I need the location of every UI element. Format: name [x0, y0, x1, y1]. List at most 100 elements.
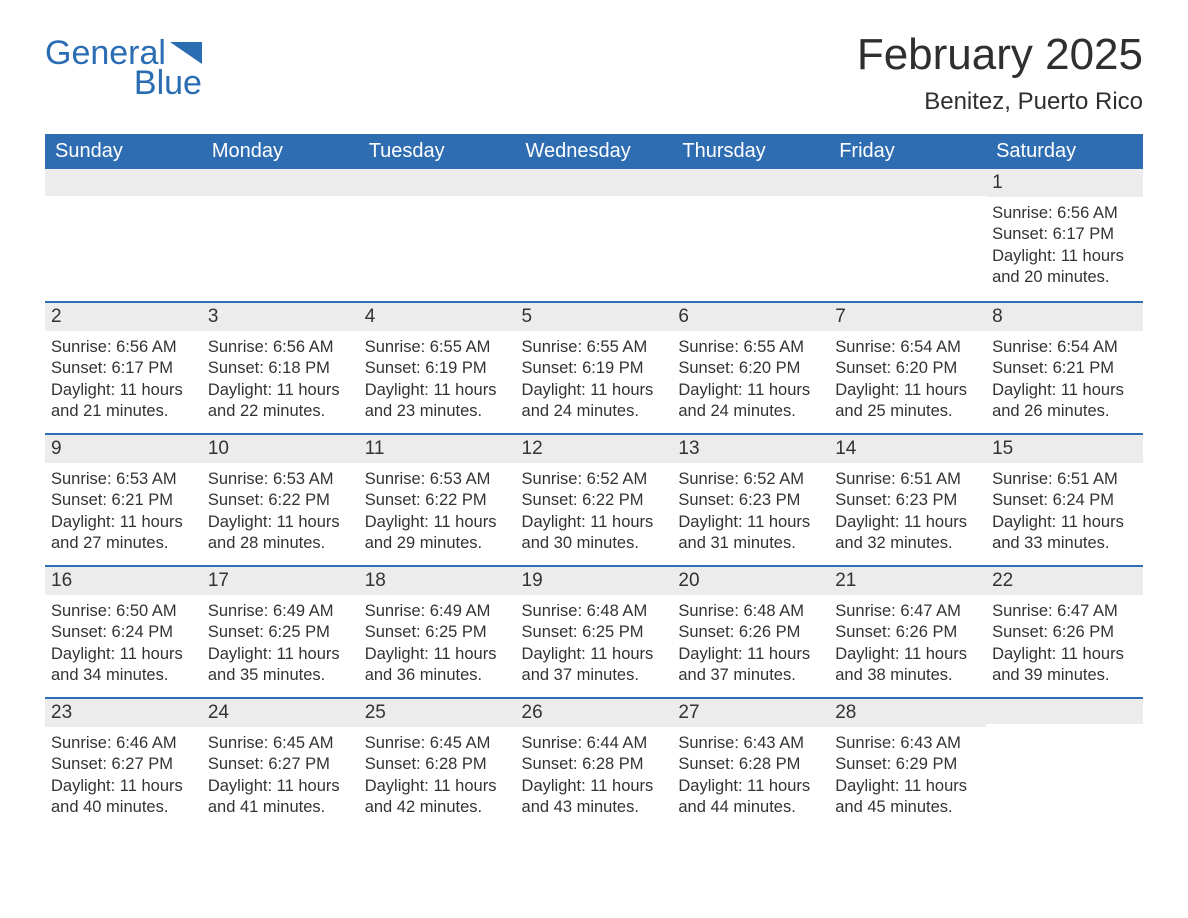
day-number: 14: [829, 433, 986, 463]
sunrise-text: Sunrise: 6:52 AM: [522, 469, 667, 490]
sunset-text: Sunset: 6:29 PM: [835, 754, 980, 775]
calendar-day-cell: 20Sunrise: 6:48 AMSunset: 6:26 PMDayligh…: [672, 565, 829, 697]
day-details: Sunrise: 6:49 AMSunset: 6:25 PMDaylight:…: [359, 595, 516, 687]
daylight-text: Daylight: 11 hours and 40 minutes.: [51, 776, 196, 819]
day-number: [829, 169, 986, 196]
sunset-text: Sunset: 6:27 PM: [51, 754, 196, 775]
day-number: 27: [672, 697, 829, 727]
logo-flag-icon: [170, 42, 202, 64]
sunrise-text: Sunrise: 6:47 AM: [835, 601, 980, 622]
sunset-text: Sunset: 6:25 PM: [522, 622, 667, 643]
day-details: Sunrise: 6:55 AMSunset: 6:20 PMDaylight:…: [672, 331, 829, 423]
day-details: Sunrise: 6:53 AMSunset: 6:22 PMDaylight:…: [359, 463, 516, 555]
sunset-text: Sunset: 6:19 PM: [522, 358, 667, 379]
sunset-text: Sunset: 6:26 PM: [992, 622, 1137, 643]
daylight-text: Daylight: 11 hours and 38 minutes.: [835, 644, 980, 687]
day-number: [986, 697, 1143, 724]
day-number: 19: [516, 565, 673, 595]
sunrise-text: Sunrise: 6:53 AM: [208, 469, 353, 490]
calendar-week-row: 2Sunrise: 6:56 AMSunset: 6:17 PMDaylight…: [45, 301, 1143, 433]
sunrise-text: Sunrise: 6:56 AM: [992, 203, 1137, 224]
sunset-text: Sunset: 6:20 PM: [835, 358, 980, 379]
day-details: Sunrise: 6:50 AMSunset: 6:24 PMDaylight:…: [45, 595, 202, 687]
month-title: February 2025: [857, 30, 1143, 80]
day-number: [202, 169, 359, 196]
day-number: 18: [359, 565, 516, 595]
daylight-text: Daylight: 11 hours and 35 minutes.: [208, 644, 353, 687]
day-number: 7: [829, 301, 986, 331]
day-header: Saturday: [986, 134, 1143, 169]
sunset-text: Sunset: 6:28 PM: [365, 754, 510, 775]
day-header: Monday: [202, 134, 359, 169]
calendar-day-cell: 2Sunrise: 6:56 AMSunset: 6:17 PMDaylight…: [45, 301, 202, 433]
day-number: [516, 169, 673, 196]
day-number: 25: [359, 697, 516, 727]
daylight-text: Daylight: 11 hours and 31 minutes.: [678, 512, 823, 555]
sunrise-text: Sunrise: 6:49 AM: [365, 601, 510, 622]
sunset-text: Sunset: 6:27 PM: [208, 754, 353, 775]
sunrise-text: Sunrise: 6:49 AM: [208, 601, 353, 622]
daylight-text: Daylight: 11 hours and 41 minutes.: [208, 776, 353, 819]
day-number: 3: [202, 301, 359, 331]
day-details: Sunrise: 6:56 AMSunset: 6:17 PMDaylight:…: [986, 197, 1143, 289]
day-details: Sunrise: 6:51 AMSunset: 6:23 PMDaylight:…: [829, 463, 986, 555]
sunrise-text: Sunrise: 6:43 AM: [678, 733, 823, 754]
calendar-day-cell: 22Sunrise: 6:47 AMSunset: 6:26 PMDayligh…: [986, 565, 1143, 697]
sunrise-text: Sunrise: 6:55 AM: [365, 337, 510, 358]
sunrise-text: Sunrise: 6:45 AM: [365, 733, 510, 754]
sunset-text: Sunset: 6:24 PM: [992, 490, 1137, 511]
day-details: Sunrise: 6:54 AMSunset: 6:20 PMDaylight:…: [829, 331, 986, 423]
calendar-week-row: 16Sunrise: 6:50 AMSunset: 6:24 PMDayligh…: [45, 565, 1143, 697]
calendar-day-cell: 28Sunrise: 6:43 AMSunset: 6:29 PMDayligh…: [829, 697, 986, 829]
sunset-text: Sunset: 6:28 PM: [678, 754, 823, 775]
day-header: Thursday: [672, 134, 829, 169]
sunrise-text: Sunrise: 6:50 AM: [51, 601, 196, 622]
calendar-day-cell: [829, 169, 986, 301]
sunrise-text: Sunrise: 6:43 AM: [835, 733, 980, 754]
day-number: 9: [45, 433, 202, 463]
calendar-day-cell: [202, 169, 359, 301]
daylight-text: Daylight: 11 hours and 44 minutes.: [678, 776, 823, 819]
daylight-text: Daylight: 11 hours and 24 minutes.: [678, 380, 823, 423]
calendar-day-cell: 15Sunrise: 6:51 AMSunset: 6:24 PMDayligh…: [986, 433, 1143, 565]
logo-word2: Blue: [45, 66, 202, 100]
sunset-text: Sunset: 6:23 PM: [678, 490, 823, 511]
daylight-text: Daylight: 11 hours and 22 minutes.: [208, 380, 353, 423]
calendar-day-cell: [986, 697, 1143, 829]
daylight-text: Daylight: 11 hours and 45 minutes.: [835, 776, 980, 819]
sunrise-text: Sunrise: 6:53 AM: [51, 469, 196, 490]
sunrise-text: Sunrise: 6:56 AM: [51, 337, 196, 358]
calendar-day-cell: [516, 169, 673, 301]
sunset-text: Sunset: 6:24 PM: [51, 622, 196, 643]
day-details: Sunrise: 6:56 AMSunset: 6:18 PMDaylight:…: [202, 331, 359, 423]
daylight-text: Daylight: 11 hours and 43 minutes.: [522, 776, 667, 819]
sunset-text: Sunset: 6:25 PM: [208, 622, 353, 643]
day-header: Tuesday: [359, 134, 516, 169]
day-header: Sunday: [45, 134, 202, 169]
day-number: 12: [516, 433, 673, 463]
day-number: [672, 169, 829, 196]
day-details: Sunrise: 6:55 AMSunset: 6:19 PMDaylight:…: [516, 331, 673, 423]
calendar-day-cell: [45, 169, 202, 301]
daylight-text: Daylight: 11 hours and 33 minutes.: [992, 512, 1137, 555]
daylight-text: Daylight: 11 hours and 23 minutes.: [365, 380, 510, 423]
day-details: Sunrise: 6:43 AMSunset: 6:29 PMDaylight:…: [829, 727, 986, 819]
day-number: [45, 169, 202, 196]
day-number: 16: [45, 565, 202, 595]
sunrise-text: Sunrise: 6:52 AM: [678, 469, 823, 490]
title-block: February 2025 Benitez, Puerto Rico: [857, 30, 1143, 116]
sunset-text: Sunset: 6:20 PM: [678, 358, 823, 379]
calendar-day-cell: 6Sunrise: 6:55 AMSunset: 6:20 PMDaylight…: [672, 301, 829, 433]
day-details: Sunrise: 6:45 AMSunset: 6:28 PMDaylight:…: [359, 727, 516, 819]
day-details: Sunrise: 6:51 AMSunset: 6:24 PMDaylight:…: [986, 463, 1143, 555]
sunset-text: Sunset: 6:22 PM: [208, 490, 353, 511]
calendar-day-cell: 3Sunrise: 6:56 AMSunset: 6:18 PMDaylight…: [202, 301, 359, 433]
day-header-row: Sunday Monday Tuesday Wednesday Thursday…: [45, 134, 1143, 169]
day-number: 17: [202, 565, 359, 595]
calendar-day-cell: 26Sunrise: 6:44 AMSunset: 6:28 PMDayligh…: [516, 697, 673, 829]
day-number: 6: [672, 301, 829, 331]
sunset-text: Sunset: 6:17 PM: [51, 358, 196, 379]
sunrise-text: Sunrise: 6:47 AM: [992, 601, 1137, 622]
page-header: General Blue February 2025 Benitez, Puer…: [45, 30, 1143, 116]
calendar-day-cell: 23Sunrise: 6:46 AMSunset: 6:27 PMDayligh…: [45, 697, 202, 829]
